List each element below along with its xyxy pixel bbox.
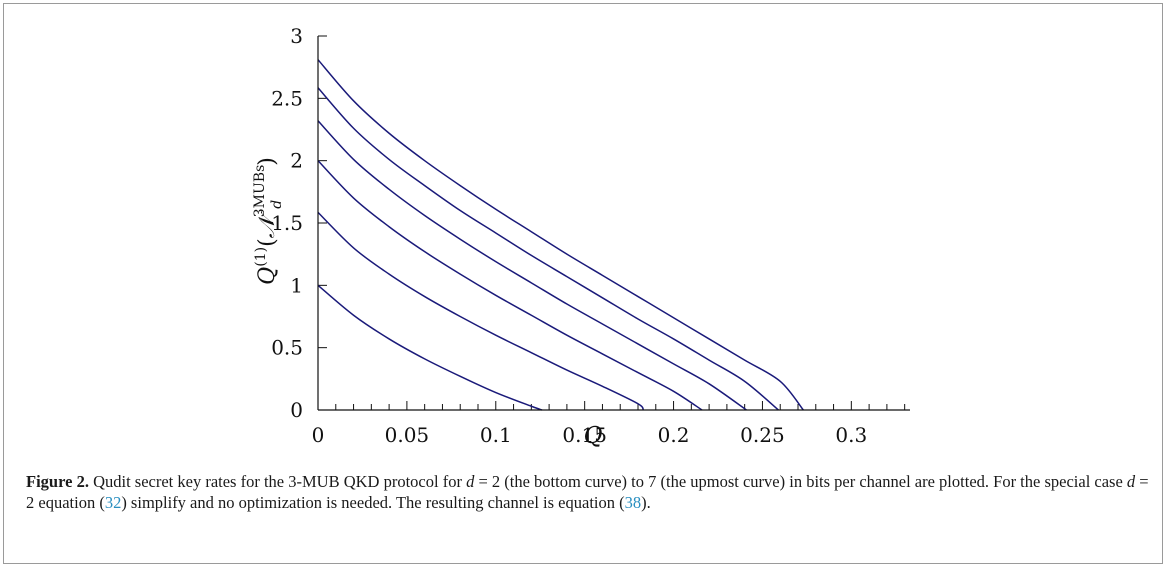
y-tick-label: 0 [290, 398, 303, 422]
axis-ticks [318, 35, 906, 410]
y-label-superscript: (1) [253, 247, 269, 267]
caption-text-5: ). [641, 493, 651, 512]
caption-text-3: = 2 equation ( [26, 472, 1149, 512]
y-tick-label: 1.5 [271, 211, 303, 235]
equation-ref-38[interactable]: 38 [624, 493, 642, 512]
series-line-d5 [317, 120, 747, 411]
x-tick-label: 0.25 [740, 423, 785, 447]
y-axis-label: Q(1)(𝒩3MUBsd) [252, 157, 285, 285]
equation-ref-32[interactable]: 32 [104, 493, 122, 512]
y-tick-label: 2 [290, 149, 303, 173]
caption-math-d2: d [1126, 472, 1136, 491]
y-label-main: Q [255, 267, 280, 285]
series-line-d4 [317, 160, 703, 411]
y-label-paren-open: ( [255, 238, 280, 247]
x-tick-label: 0.05 [385, 423, 430, 447]
x-tick-label: 0 [312, 423, 325, 447]
series-line-d6 [317, 87, 779, 411]
caption-label: Figure 2. [26, 472, 89, 491]
series-line-d3 [317, 211, 644, 411]
x-tick-label: 0.3 [835, 423, 867, 447]
y-tick-label: 0.5 [271, 336, 303, 360]
x-tick-label: 0.2 [658, 423, 690, 447]
y-label-paren-close: ) [255, 157, 280, 166]
caption-text-1: Qudit secret key rates for the 3-MUB QKD… [88, 472, 467, 491]
x-axis-label: Q [584, 423, 603, 449]
y-tick-label: 2.5 [271, 86, 303, 110]
series-lines [317, 59, 804, 411]
caption-text-4: ) simplify and no optimization is needed… [121, 493, 625, 512]
caption-math-d1: d [466, 472, 475, 491]
caption-text-2: = 2 (the bottom curve) to 7 (the upmost … [474, 472, 1127, 491]
x-tick-label: 0.1 [480, 423, 512, 447]
tick-labels: 0 0.05 0.1 0.15 0.2 0.25 0.3 0 0.5 1 1.5 2 2.5 3 [271, 24, 867, 447]
y-label-sup: 3MUBs [252, 165, 268, 218]
y-tick-label: 3 [290, 24, 303, 48]
figure-frame [3, 3, 1163, 564]
y-label-sub: d [269, 200, 285, 209]
x-tick-label: 0.15 [562, 423, 607, 447]
series-line-d7 [317, 59, 804, 411]
series-line-d2 [317, 284, 543, 411]
figure-caption: Figure 2. Qudit secret key rates for the… [26, 471, 1151, 513]
key-rate-chart: 0 0.05 0.1 0.15 0.2 0.25 0.300.511.522.53 Q Q(… [252, 24, 910, 449]
y-tick-label: 1 [290, 273, 303, 297]
